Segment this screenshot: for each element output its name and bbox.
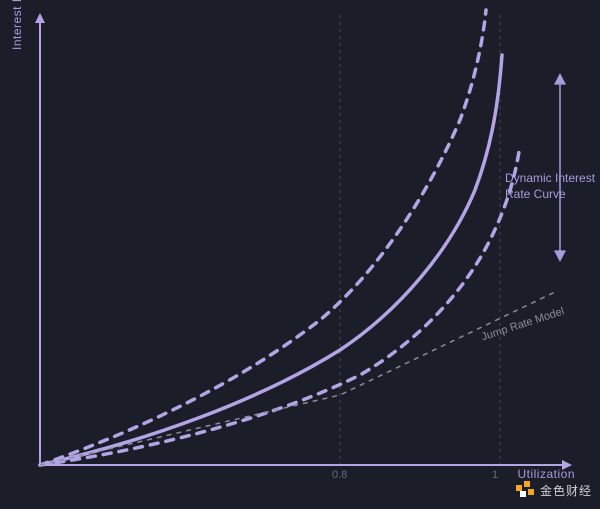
- dynamic-curve-label: Dynamic Interest Rate Curve: [505, 170, 595, 202]
- watermark: 金色财经: [514, 479, 592, 501]
- watermark-text: 金色财经: [540, 482, 592, 499]
- x-tick-1-0: 1: [492, 469, 498, 481]
- y-axis-label: Interest Rate: [10, 0, 24, 50]
- watermark-logo-icon: [514, 479, 536, 501]
- interest-rate-chart: Interest Rate Utilization 0.8 1 Dynamic …: [0, 0, 600, 509]
- dynamic-curve-label-line2: Rate Curve: [505, 187, 566, 201]
- dynamic-curve-label-line1: Dynamic Interest: [505, 171, 595, 185]
- chart-svg: [0, 0, 600, 509]
- x-tick-0-8: 0.8: [332, 469, 347, 481]
